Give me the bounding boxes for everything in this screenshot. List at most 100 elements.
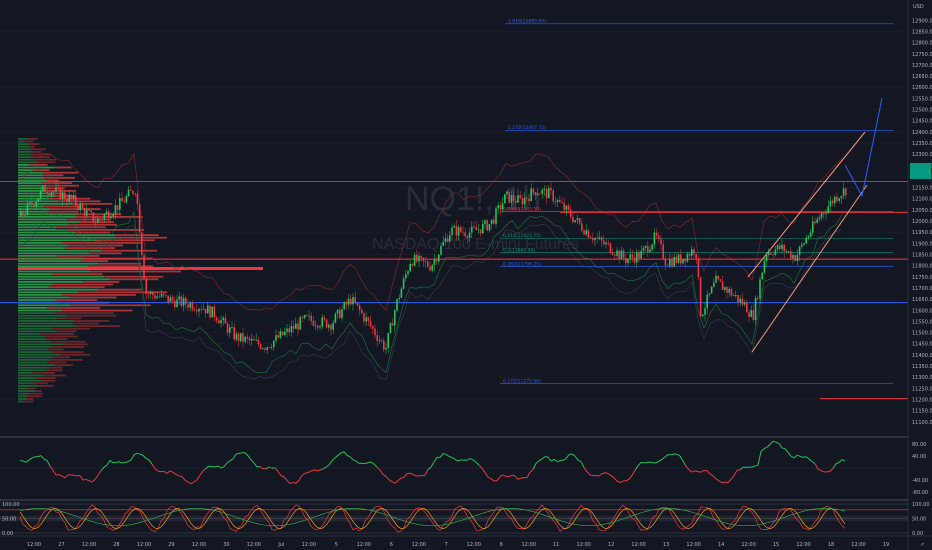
- candle-body[interactable]: [121, 198, 123, 202]
- candle-body[interactable]: [677, 254, 680, 263]
- candle-body[interactable]: [526, 197, 528, 199]
- candle-body[interactable]: [424, 261, 427, 263]
- candle-body[interactable]: [273, 340, 275, 348]
- candle-body[interactable]: [605, 242, 607, 245]
- candle-body[interactable]: [449, 234, 451, 242]
- candle-body[interactable]: [55, 187, 57, 192]
- candle-body[interactable]: [666, 265, 669, 267]
- candle-body[interactable]: [493, 219, 495, 224]
- candle-body[interactable]: [110, 216, 112, 219]
- candle-body[interactable]: [281, 331, 284, 336]
- projection-path[interactable]: [844, 97, 883, 198]
- candle-body[interactable]: [429, 266, 431, 271]
- candle-body[interactable]: [290, 325, 293, 333]
- candle-body[interactable]: [750, 310, 752, 317]
- candle-body[interactable]: [101, 218, 103, 220]
- candle-body[interactable]: [640, 250, 642, 259]
- candle-body[interactable]: [20, 211, 22, 217]
- candle-body[interactable]: [581, 223, 583, 231]
- candle-body[interactable]: [257, 339, 260, 345]
- candle-body[interactable]: [125, 195, 128, 203]
- candle-body[interactable]: [790, 251, 792, 259]
- candle-body[interactable]: [446, 238, 449, 242]
- candle-body[interactable]: [565, 205, 568, 210]
- candle-body[interactable]: [737, 295, 739, 302]
- candle-body[interactable]: [453, 225, 455, 228]
- candle-body[interactable]: [134, 193, 136, 195]
- candle-body[interactable]: [732, 295, 735, 297]
- candle-body[interactable]: [306, 315, 308, 316]
- candle-body[interactable]: [629, 254, 631, 259]
- candle-body[interactable]: [180, 296, 183, 306]
- candle-body[interactable]: [603, 240, 605, 245]
- candle-body[interactable]: [532, 188, 535, 193]
- candle-body[interactable]: [820, 213, 823, 218]
- candle-body[interactable]: [367, 317, 370, 321]
- candle-body[interactable]: [787, 251, 790, 253]
- candle-body[interactable]: [365, 317, 367, 322]
- candle-body[interactable]: [798, 246, 801, 256]
- candle-body[interactable]: [108, 211, 110, 219]
- candle-body[interactable]: [391, 323, 394, 326]
- candle-body[interactable]: [704, 308, 706, 315]
- candle-body[interactable]: [594, 238, 596, 241]
- candle-body[interactable]: [405, 274, 407, 279]
- candle-body[interactable]: [88, 210, 90, 211]
- candle-body[interactable]: [508, 191, 510, 203]
- candle-body[interactable]: [644, 246, 647, 248]
- candle-body[interactable]: [462, 231, 464, 233]
- candle-body[interactable]: [501, 203, 504, 210]
- candle-body[interactable]: [675, 256, 678, 263]
- candle-body[interactable]: [482, 223, 484, 234]
- candle-body[interactable]: [317, 325, 319, 328]
- candle-body[interactable]: [277, 335, 279, 338]
- candle-body[interactable]: [827, 206, 829, 214]
- candle-body[interactable]: [279, 331, 282, 338]
- candle-body[interactable]: [653, 232, 656, 245]
- candle-body[interactable]: [94, 222, 97, 224]
- candle-body[interactable]: [66, 199, 68, 202]
- candle-body[interactable]: [105, 211, 108, 215]
- candle-body[interactable]: [768, 252, 770, 256]
- candle-body[interactable]: [83, 207, 86, 216]
- candle-body[interactable]: [259, 344, 262, 349]
- candle-body[interactable]: [163, 293, 165, 296]
- candle-body[interactable]: [22, 211, 24, 216]
- candle-body[interactable]: [218, 320, 220, 324]
- candle-body[interactable]: [191, 303, 194, 310]
- candle-body[interactable]: [345, 302, 348, 305]
- candle-body[interactable]: [440, 245, 442, 255]
- candle-body[interactable]: [620, 250, 623, 259]
- candle-body[interactable]: [156, 296, 158, 299]
- candle-body[interactable]: [169, 297, 172, 302]
- candle-body[interactable]: [103, 214, 106, 220]
- candle-body[interactable]: [193, 309, 196, 311]
- candle-body[interactable]: [295, 323, 297, 329]
- candle-body[interactable]: [497, 205, 499, 209]
- candle-body[interactable]: [262, 348, 264, 350]
- candle-body[interactable]: [35, 201, 37, 207]
- candle-body[interactable]: [548, 187, 550, 199]
- candle-body[interactable]: [72, 195, 75, 199]
- candle-body[interactable]: [409, 264, 411, 272]
- candle-body[interactable]: [840, 195, 843, 199]
- candle-body[interactable]: [145, 278, 147, 294]
- candle-body[interactable]: [136, 193, 139, 205]
- candle-body[interactable]: [710, 286, 713, 294]
- candle-body[interactable]: [693, 249, 695, 255]
- candle-body[interactable]: [528, 198, 530, 202]
- candle-body[interactable]: [356, 303, 359, 306]
- candle-body[interactable]: [743, 302, 746, 305]
- candle-body[interactable]: [323, 317, 326, 320]
- candle-body[interactable]: [176, 299, 178, 308]
- candle-body[interactable]: [748, 312, 750, 317]
- candle-body[interactable]: [572, 216, 574, 223]
- candle-body[interactable]: [638, 252, 640, 259]
- candle-body[interactable]: [794, 254, 796, 262]
- candle-body[interactable]: [330, 324, 332, 330]
- candle-body[interactable]: [319, 326, 321, 328]
- candle-body[interactable]: [352, 296, 354, 305]
- stochastic-panel[interactable]: 100.00 100.00 50.00 50.00 0.00 0.00: [0, 502, 930, 537]
- candle-body[interactable]: [200, 308, 202, 310]
- candle-body[interactable]: [829, 200, 832, 207]
